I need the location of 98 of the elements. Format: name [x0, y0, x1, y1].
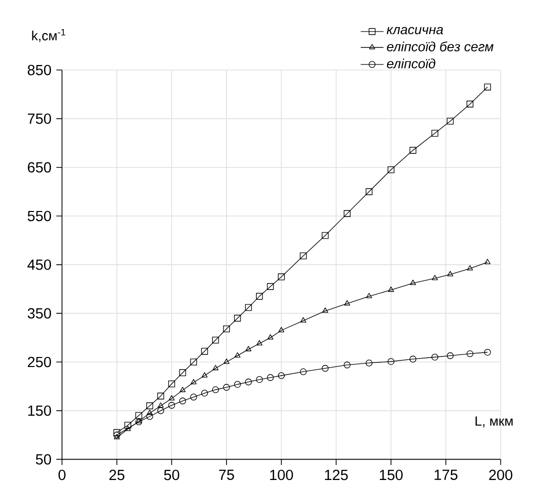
- point: [431, 354, 438, 360]
- point: [446, 118, 454, 124]
- point: [366, 292, 372, 298]
- point: [212, 364, 219, 370]
- point: [157, 392, 164, 400]
- point: [201, 348, 208, 355]
- point: [322, 307, 328, 313]
- point: [300, 368, 307, 375]
- point: [179, 397, 186, 404]
- point: [300, 317, 306, 322]
- x-tick-label: 200: [489, 470, 512, 480]
- y-axis-title: k,см$^{-1}$: [32, 28, 66, 42]
- point: [366, 359, 372, 366]
- point: [158, 402, 164, 408]
- point: [168, 394, 175, 400]
- point: [484, 348, 491, 356]
- x-tick-label: 150: [380, 470, 403, 480]
- point: [190, 393, 197, 400]
- point: [344, 300, 350, 306]
- point: [124, 426, 131, 431]
- point: [212, 336, 219, 344]
- point: [388, 358, 394, 365]
- point: [135, 418, 142, 426]
- point: [300, 252, 307, 260]
- point: [267, 334, 274, 340]
- legend-label: еліпсоїд без сегм: [386, 41, 494, 52]
- x-tick-label: 125: [325, 470, 348, 480]
- point: [432, 274, 438, 280]
- x-tick-label: 0: [58, 470, 66, 480]
- point: [388, 286, 394, 292]
- point: [388, 166, 394, 174]
- point: [322, 232, 329, 239]
- point: [168, 380, 176, 388]
- point: [344, 361, 351, 368]
- y-tick-label: 350: [28, 308, 52, 318]
- point: [212, 386, 219, 393]
- point: [484, 258, 490, 264]
- point: [245, 346, 252, 352]
- point: [256, 376, 263, 383]
- point: [146, 402, 154, 410]
- point: [256, 340, 262, 346]
- point: [146, 410, 153, 415]
- point: [410, 356, 416, 362]
- x-tick-label: 50: [164, 470, 180, 480]
- point: [278, 372, 285, 379]
- point: [224, 358, 230, 364]
- point: [157, 407, 164, 414]
- point: [201, 390, 208, 396]
- point: [466, 265, 473, 270]
- y-tick-label: 850: [28, 64, 52, 76]
- y-tick-label: 250: [28, 356, 52, 368]
- point: [113, 429, 120, 436]
- point: [366, 188, 372, 195]
- point: [322, 364, 329, 372]
- point: [190, 358, 197, 366]
- y-tick-label: 750: [28, 113, 52, 124]
- point: [135, 412, 142, 419]
- point: [266, 374, 274, 381]
- x-axis-title: L, мкм: [476, 416, 513, 428]
- point: [245, 378, 252, 386]
- point: [136, 418, 142, 424]
- y-tick-label: 50: [36, 454, 52, 464]
- y-tick-label: 150: [28, 405, 52, 416]
- point: [168, 402, 176, 409]
- point: [124, 422, 132, 429]
- point: [484, 83, 491, 90]
- y-tick-label: 450: [27, 259, 52, 270]
- point: [223, 325, 230, 332]
- point: [410, 280, 416, 285]
- point: [234, 352, 240, 358]
- point: [278, 326, 284, 332]
- x-tick-label: 175: [434, 470, 458, 480]
- point: [466, 350, 474, 357]
- point: [266, 283, 274, 290]
- point: [202, 372, 208, 378]
- x-tick-label: 100: [270, 470, 293, 480]
- point: [190, 378, 197, 384]
- point: [256, 292, 263, 300]
- point: [234, 314, 241, 322]
- y-tick-label: 550: [28, 210, 52, 222]
- point: [278, 273, 285, 280]
- x-tick-label: 75: [219, 470, 234, 480]
- x-tick-label: 25: [109, 470, 124, 480]
- point: [431, 130, 438, 137]
- point: [234, 380, 241, 388]
- y-tick-label: 650: [28, 162, 52, 172]
- point: [466, 100, 474, 108]
- point: [245, 304, 252, 311]
- point: [410, 146, 416, 154]
- point: [447, 270, 454, 276]
- point: [344, 210, 351, 217]
- point: [180, 386, 186, 392]
- point: [146, 412, 154, 420]
- point: [223, 384, 230, 391]
- legend-label: класична: [386, 26, 444, 34]
- point: [179, 369, 186, 376]
- legend-label: еліпсоїд: [386, 58, 436, 68]
- point: [446, 352, 454, 359]
